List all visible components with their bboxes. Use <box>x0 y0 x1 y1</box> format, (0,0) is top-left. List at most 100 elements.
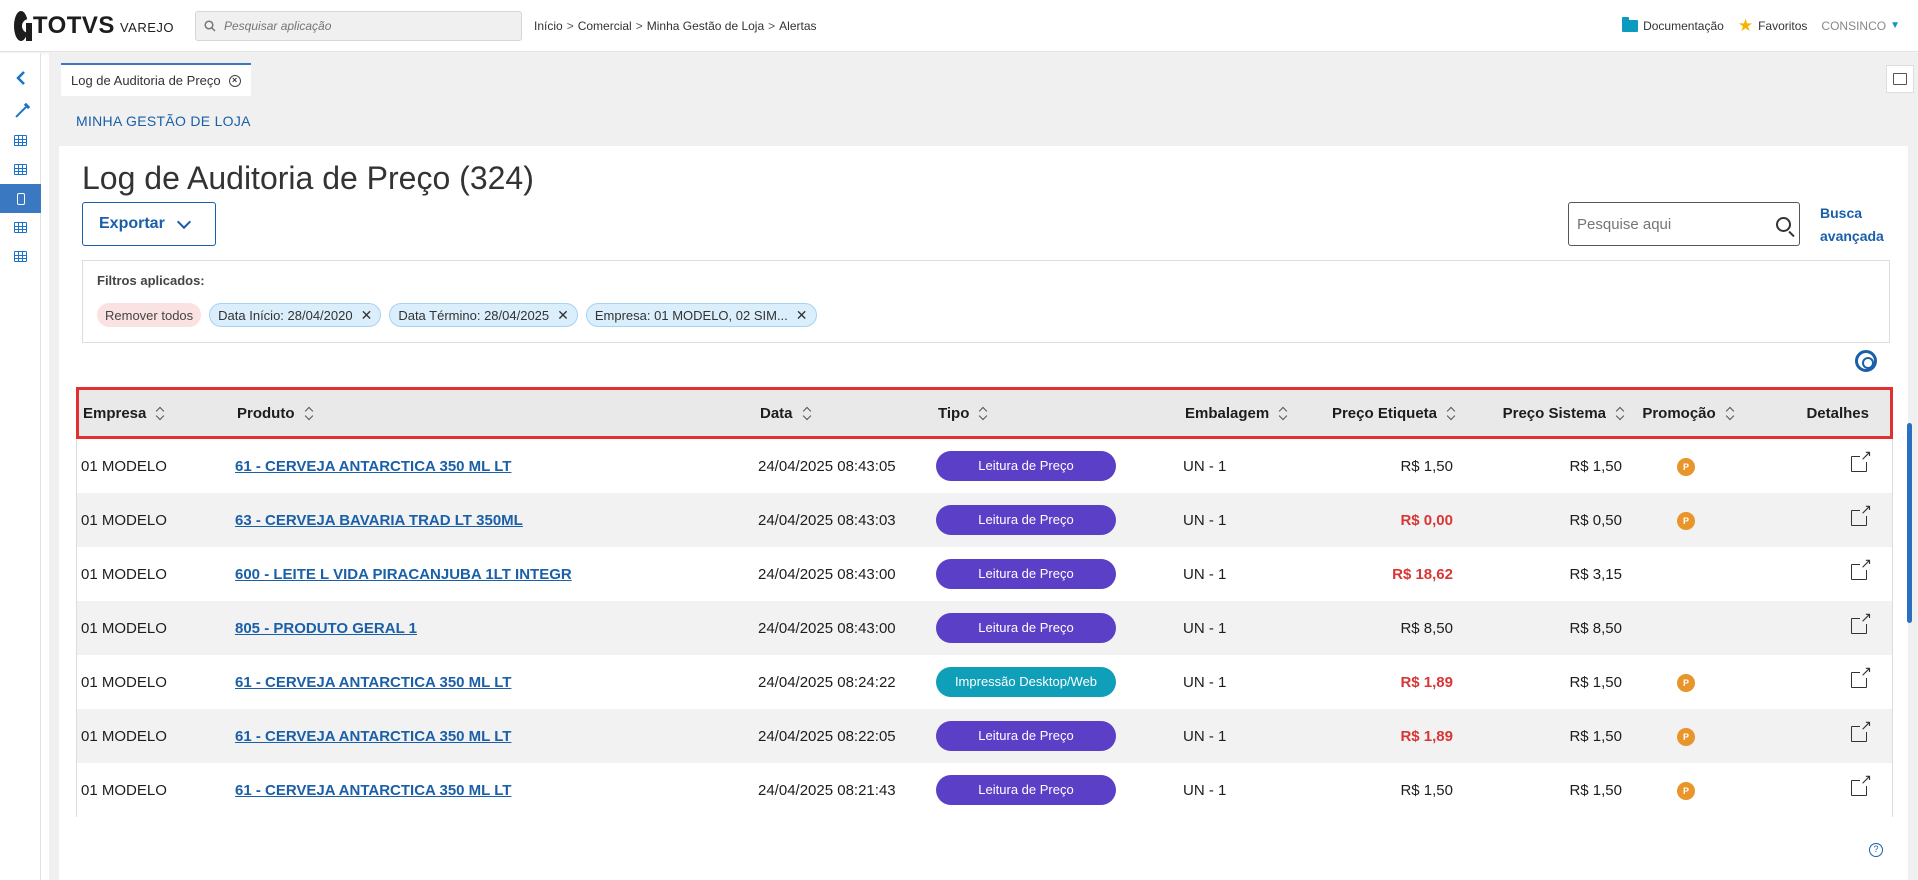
product-link[interactable]: 61 - CERVEJA ANTARCTICA 350 ML LT <box>235 673 512 691</box>
column-header-label: Data <box>760 404 793 422</box>
close-icon[interactable]: ✕ <box>557 306 569 323</box>
window-icon <box>1893 73 1907 85</box>
cell-detalhes <box>1750 502 1873 530</box>
breadcrumb-item-inicio[interactable]: Início <box>534 18 563 33</box>
remove-all-filters-button[interactable]: Remover todos <box>97 303 202 327</box>
column-header-promocao[interactable]: Promoção <box>1624 405 1752 422</box>
cell-detalhes <box>1750 718 1873 746</box>
filters-label: Filtros aplicados: <box>97 273 205 288</box>
external-link-icon[interactable] <box>1851 718 1873 742</box>
advanced-search-line1: Busca <box>1820 205 1863 221</box>
gear-icon[interactable] <box>1855 350 1877 372</box>
cell-embalagem: UN - 1 <box>1183 673 1227 691</box>
breadcrumb-item-gestao[interactable]: Minha Gestão de Loja <box>646 18 765 33</box>
advanced-search-link[interactable]: Busca avançada <box>1820 202 1890 248</box>
top-bar: TOTVS VAREJO Início > Comercial > Minha … <box>0 0 1918 52</box>
tipo-badge: Leitura de Preço <box>936 613 1116 643</box>
cell-promocao: P <box>1622 457 1750 476</box>
cell-data: 24/04/2025 08:21:43 <box>758 781 896 799</box>
tab-log-auditoria[interactable]: Log de Auditoria de Preço × <box>61 63 251 96</box>
docs-link[interactable]: Documentação <box>1622 16 1724 33</box>
collapse-sidebar-button[interactable] <box>0 63 41 93</box>
app-search[interactable] <box>195 10 522 41</box>
close-icon[interactable]: × <box>228 74 241 87</box>
cell-data: 24/04/2025 08:43:03 <box>758 511 896 529</box>
sidebar-item-mobile[interactable] <box>0 184 41 213</box>
section-title: MINHA GESTÃO DE LOJA <box>76 113 251 129</box>
tipo-badge: Leitura de Preço <box>936 505 1116 535</box>
sidebar-item-table-1[interactable] <box>0 126 41 155</box>
totvs-logo[interactable]: TOTVS VAREJO <box>14 10 174 41</box>
product-link[interactable]: 61 - CERVEJA ANTARCTICA 350 ML LT <box>235 781 512 799</box>
close-icon[interactable]: ✕ <box>360 306 373 323</box>
column-header-label: Preço Sistema <box>1502 404 1606 422</box>
export-button[interactable]: Exportar <box>82 202 216 246</box>
table-icon <box>14 251 27 262</box>
close-all-tabs-button[interactable] <box>1886 65 1914 93</box>
cell-tipo: Impressão Desktop/Web <box>936 667 1183 697</box>
column-header-preco-etiqueta[interactable]: Preço Etiqueta <box>1305 405 1455 422</box>
promo-badge: P <box>1677 727 1695 746</box>
filter-chips: Remover todos Data Início: 28/04/2020 ✕ … <box>97 303 817 327</box>
app-search-input[interactable] <box>224 18 504 33</box>
table-icon <box>14 222 27 233</box>
product-link[interactable]: 61 - CERVEJA ANTARCTICA 350 ML LT <box>235 457 512 475</box>
sidebar-item-table-4[interactable] <box>0 242 41 271</box>
external-link-icon[interactable] <box>1851 772 1873 796</box>
close-icon[interactable]: ✕ <box>795 306 808 323</box>
cell-empresa: 01 MODELO <box>81 565 167 583</box>
column-header-preco-sistema[interactable]: Preço Sistema <box>1455 405 1624 422</box>
breadcrumb-separator: > <box>768 18 776 33</box>
sidebar-item-tools[interactable] <box>0 97 41 126</box>
column-header-empresa[interactable]: Empresa <box>79 405 237 422</box>
cell-empresa: 01 MODELO <box>81 673 167 691</box>
help-icon[interactable]: ? <box>1869 843 1883 857</box>
user-menu[interactable]: CONSINCO ▼ <box>1821 19 1900 33</box>
sidebar-item-table-3[interactable] <box>0 213 41 242</box>
cell-detalhes <box>1750 448 1873 476</box>
sort-icon <box>1726 407 1734 420</box>
column-header-label: Preço Etiqueta <box>1331 404 1437 422</box>
favorites-link[interactable]: ★ Favoritos <box>1738 17 1808 34</box>
product-link[interactable]: 63 - CERVEJA BAVARIA TRAD LT 350ML <box>235 511 523 529</box>
cell-tipo: Leitura de Preço <box>936 505 1183 535</box>
breadcrumb-item-comercial[interactable]: Comercial <box>577 18 632 33</box>
column-header-produto[interactable]: Produto <box>237 405 760 422</box>
product-link[interactable]: 61 - CERVEJA ANTARCTICA 350 ML LT <box>235 727 512 745</box>
breadcrumb-separator: > <box>635 18 643 33</box>
chevron-down-icon: ▼ <box>1890 20 1900 31</box>
table-search-input[interactable] <box>1577 215 1762 233</box>
cell-empresa: 01 MODELO <box>81 457 167 475</box>
sidebar-item-table-2[interactable] <box>0 155 41 184</box>
column-header-embalagem[interactable]: Embalagem <box>1185 405 1305 422</box>
column-header-tipo[interactable]: Tipo <box>938 405 1185 422</box>
external-link-icon[interactable] <box>1851 664 1873 688</box>
product-link[interactable]: 805 - PRODUTO GERAL 1 <box>235 619 417 637</box>
search-icon[interactable] <box>1776 216 1791 232</box>
external-link-icon[interactable] <box>1851 502 1873 526</box>
logo-brand: TOTVS <box>32 11 115 39</box>
cell-data: 24/04/2025 08:43:00 <box>758 565 896 583</box>
cell-embalagem: UN - 1 <box>1183 619 1227 637</box>
table-row: 01 MODELO 61 - CERVEJA ANTARCTICA 350 ML … <box>76 763 1893 817</box>
cell-preco-etiqueta: R$ 1,89 <box>1303 674 1453 691</box>
cell-preco-etiqueta: R$ 1,89 <box>1303 728 1453 745</box>
product-link[interactable]: 600 - LEITE L VIDA PIRACANJUBA 1LT INTEG… <box>235 565 572 583</box>
scrollbar[interactable] <box>1907 423 1912 623</box>
table-row: 01 MODELO 805 - PRODUTO GERAL 1 24/04/2025… <box>76 601 1893 655</box>
preco-etiqueta-value: R$ 1,89 <box>1400 727 1453 745</box>
logo-sub: VAREJO <box>119 19 174 35</box>
column-header-data[interactable]: Data <box>760 405 938 422</box>
cell-detalhes <box>1750 556 1873 584</box>
external-link-icon[interactable] <box>1851 448 1873 472</box>
cell-preco-sistema: R$ 8,50 <box>1569 619 1622 637</box>
cell-produto: 805 - PRODUTO GERAL 1 <box>235 620 758 637</box>
external-link-icon[interactable] <box>1851 610 1873 634</box>
advanced-search-line2: avançada <box>1820 228 1884 244</box>
table-search[interactable] <box>1568 202 1800 246</box>
cell-empresa: 01 MODELO <box>81 619 167 637</box>
cell-promocao: P <box>1622 781 1750 800</box>
external-link-icon[interactable] <box>1851 556 1873 580</box>
cell-empresa: 01 MODELO <box>81 511 167 529</box>
table-icon <box>14 135 27 146</box>
